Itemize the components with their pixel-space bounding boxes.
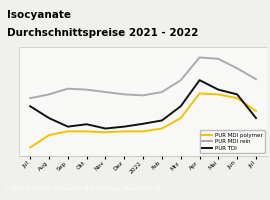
Bar	[19, 47, 267, 156]
Legend: PUR MDI polymer, PUR MDI rein, PUR TDI: PUR MDI polymer, PUR MDI rein, PUR TDI	[200, 130, 265, 153]
Text: Isocyanate: Isocyanate	[7, 10, 71, 20]
Text: © 2022 Kunststoff Information, Bad Homburg - www.kiweb.de: © 2022 Kunststoff Information, Bad Hombu…	[5, 186, 161, 191]
Text: Durchschnittspreise 2021 - 2022: Durchschnittspreise 2021 - 2022	[7, 28, 198, 38]
